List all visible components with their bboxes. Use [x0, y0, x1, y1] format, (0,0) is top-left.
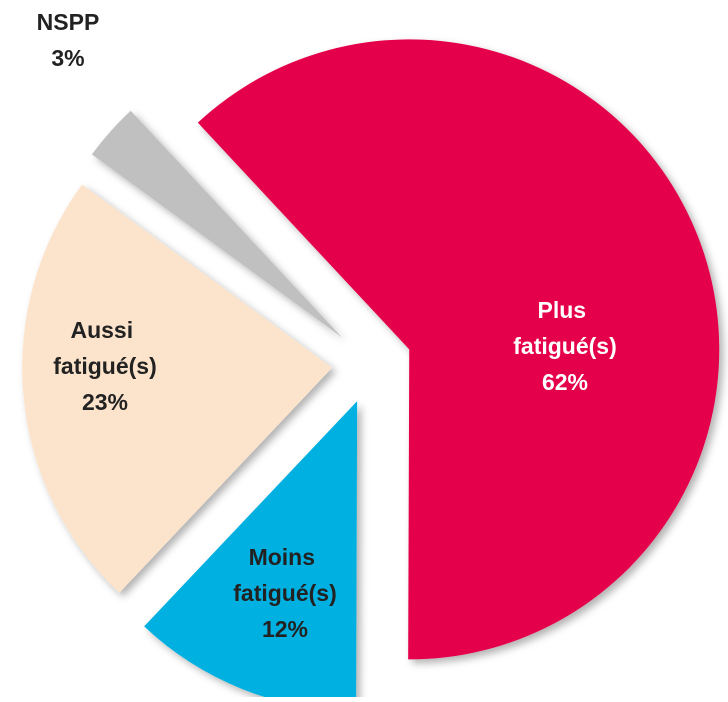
slice-label: Moins fatigué(s) — [233, 544, 337, 606]
pie-slice — [144, 401, 358, 702]
value-label: 62% — [542, 369, 588, 395]
value-label: 23% — [82, 389, 128, 415]
slice-label: Aussi fatigué(s) — [53, 317, 157, 379]
slice-label: NSPP — [37, 9, 100, 35]
pie-slice — [197, 39, 720, 660]
value-label: 3% — [51, 45, 84, 71]
pie-slice — [91, 110, 343, 338]
slice-label: Plus fatigué(s) — [513, 297, 617, 359]
pie-slice — [22, 184, 333, 593]
value-label: 12% — [262, 616, 308, 642]
